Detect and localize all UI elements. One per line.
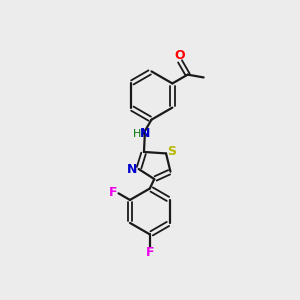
Text: N: N <box>140 127 150 140</box>
Text: N: N <box>127 163 137 176</box>
Text: F: F <box>109 186 117 199</box>
Text: H: H <box>133 129 141 139</box>
Text: F: F <box>146 246 154 259</box>
Text: S: S <box>167 145 176 158</box>
Text: O: O <box>175 49 185 62</box>
